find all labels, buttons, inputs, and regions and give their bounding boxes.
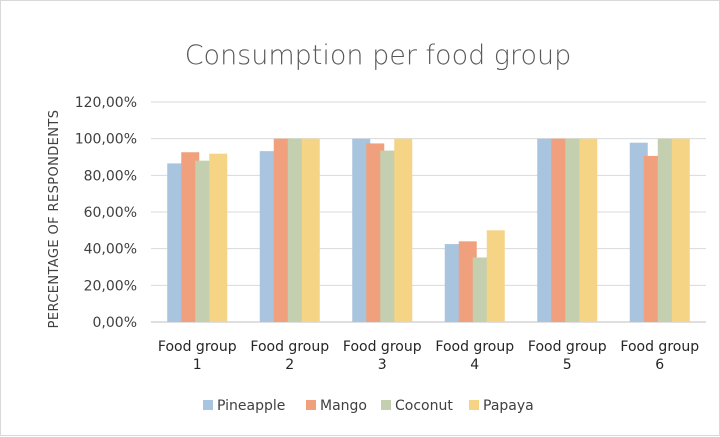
x-tick-label-line: Food group xyxy=(528,339,607,355)
bar-papaya xyxy=(579,138,598,322)
x-tick-label: Food group 2 xyxy=(250,339,329,373)
x-tick-label: Food group 4 xyxy=(435,339,514,373)
bar-mango xyxy=(643,155,662,322)
legend-label: Papaya xyxy=(483,398,534,414)
bar-coconut xyxy=(380,150,399,322)
y-axis-label: PERCENTAGE OF RESPONDENTS xyxy=(47,110,62,329)
bar-papaya xyxy=(301,138,320,322)
y-axis-ticks: 0,00% 20,00% 40,00% 60,00% 80,00% 100,00% 120,… xyxy=(75,95,137,331)
legend-label: Mango xyxy=(320,398,367,414)
x-tick-label: Food group 3 xyxy=(343,339,422,373)
x-tick-label-line: Food group xyxy=(158,339,237,355)
bar-papaya xyxy=(209,153,228,322)
gridlines xyxy=(151,101,706,323)
bar-coconut xyxy=(287,138,306,322)
legend-item: Pineapple xyxy=(203,398,285,414)
bar-pineapple xyxy=(537,138,556,322)
x-tick-label: Food group 1 xyxy=(158,339,237,373)
x-tick-label-line: 4 xyxy=(470,357,479,373)
bar-mango xyxy=(458,241,477,322)
bar-coconut xyxy=(195,160,214,322)
bar-papaya xyxy=(486,230,505,322)
bars xyxy=(167,138,690,322)
chart-title: Consumption per food group xyxy=(185,40,572,71)
legend-swatch xyxy=(306,400,316,410)
x-tick-label-line: 1 xyxy=(193,357,202,373)
bar-papaya xyxy=(394,138,413,322)
bar-pineapple xyxy=(259,151,278,322)
y-tick-label: 20,00% xyxy=(84,278,137,294)
x-tick-label-line: Food group xyxy=(435,339,514,355)
x-tick-label-line: Food group xyxy=(250,339,329,355)
y-tick-label: 120,00% xyxy=(75,95,137,111)
legend-label: Pineapple xyxy=(217,398,285,414)
bar-mango xyxy=(181,152,200,322)
legend-item: Coconut xyxy=(381,398,453,414)
legend-swatch xyxy=(469,400,479,410)
bar-pineapple xyxy=(444,244,463,322)
legend-label: Coconut xyxy=(395,398,453,414)
bar-mango xyxy=(366,143,385,322)
x-tick-label-line: Food group xyxy=(343,339,422,355)
x-tick-label-line: Food group xyxy=(620,339,699,355)
legend: Pineapple Mango Coconut Papaya xyxy=(203,398,534,414)
bar-pineapple xyxy=(352,138,371,322)
x-tick-label-line: 2 xyxy=(285,357,294,373)
y-tick-label: 60,00% xyxy=(84,205,137,221)
x-tick-label-line: 5 xyxy=(563,357,572,373)
bar-mango xyxy=(273,138,292,322)
bar-pineapple xyxy=(629,142,648,322)
bar-coconut xyxy=(565,138,584,322)
bar-coconut xyxy=(472,257,491,322)
y-tick-label: 0,00% xyxy=(93,315,137,331)
bar-coconut xyxy=(657,138,676,322)
x-tick-label-line: 6 xyxy=(655,357,664,373)
legend-swatch xyxy=(381,400,391,410)
y-tick-label: 40,00% xyxy=(84,242,137,258)
legend-item: Papaya xyxy=(469,398,534,414)
y-tick-label: 100,00% xyxy=(75,132,137,148)
bar-mango xyxy=(551,138,570,322)
bar-papaya xyxy=(671,138,690,322)
y-tick-label: 80,00% xyxy=(84,168,137,184)
legend-swatch xyxy=(203,400,213,410)
x-tick-label: Food group 5 xyxy=(528,339,607,373)
x-tick-label-line: 3 xyxy=(378,357,387,373)
x-tick-label: Food group 6 xyxy=(620,339,699,373)
bar-pineapple xyxy=(167,163,186,322)
legend-item: Mango xyxy=(306,398,367,414)
